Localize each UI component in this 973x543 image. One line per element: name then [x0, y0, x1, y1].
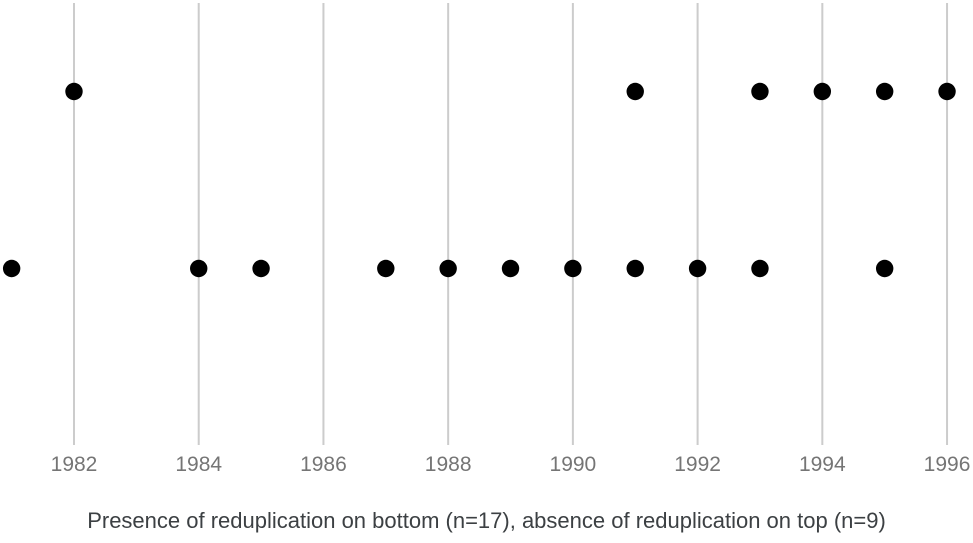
data-dot-top-1994 — [813, 82, 832, 101]
data-dot-bottom-1989 — [501, 259, 520, 278]
x-tick-label-1986: 1986 — [300, 453, 347, 476]
x-tick-label-1992: 1992 — [674, 453, 721, 476]
chart-caption: Presence of reduplication on bottom (n=1… — [87, 508, 886, 533]
data-dot-bottom-1993 — [751, 259, 769, 278]
data-dot-top-1995 — [875, 82, 894, 101]
x-tick-label-1996: 1996 — [924, 453, 971, 476]
x-tick-label-1982: 1982 — [51, 453, 98, 476]
data-dot-bottom-1990 — [564, 259, 582, 278]
data-dot-bottom-1995 — [875, 259, 894, 278]
data-dot-bottom-1988 — [439, 259, 457, 278]
data-dot-bottom-1987 — [377, 259, 395, 278]
x-tick-label-1988: 1988 — [425, 453, 472, 476]
data-dot-bottom-1992 — [688, 259, 707, 278]
data-dot-bottom-1981 — [2, 259, 21, 278]
data-dot-top-1982 — [65, 82, 83, 101]
data-dot-bottom-1991 — [626, 259, 644, 278]
data-dot-top-1996 — [938, 82, 956, 101]
x-tick-label-1990: 1990 — [550, 453, 597, 476]
x-tick-label-1994: 1994 — [799, 453, 846, 476]
x-tick-label-1984: 1984 — [175, 453, 222, 476]
data-dot-top-1991 — [626, 82, 644, 101]
data-dot-top-1993 — [751, 82, 769, 101]
data-dot-bottom-1985 — [252, 259, 270, 278]
data-dot-bottom-1984 — [190, 259, 208, 278]
